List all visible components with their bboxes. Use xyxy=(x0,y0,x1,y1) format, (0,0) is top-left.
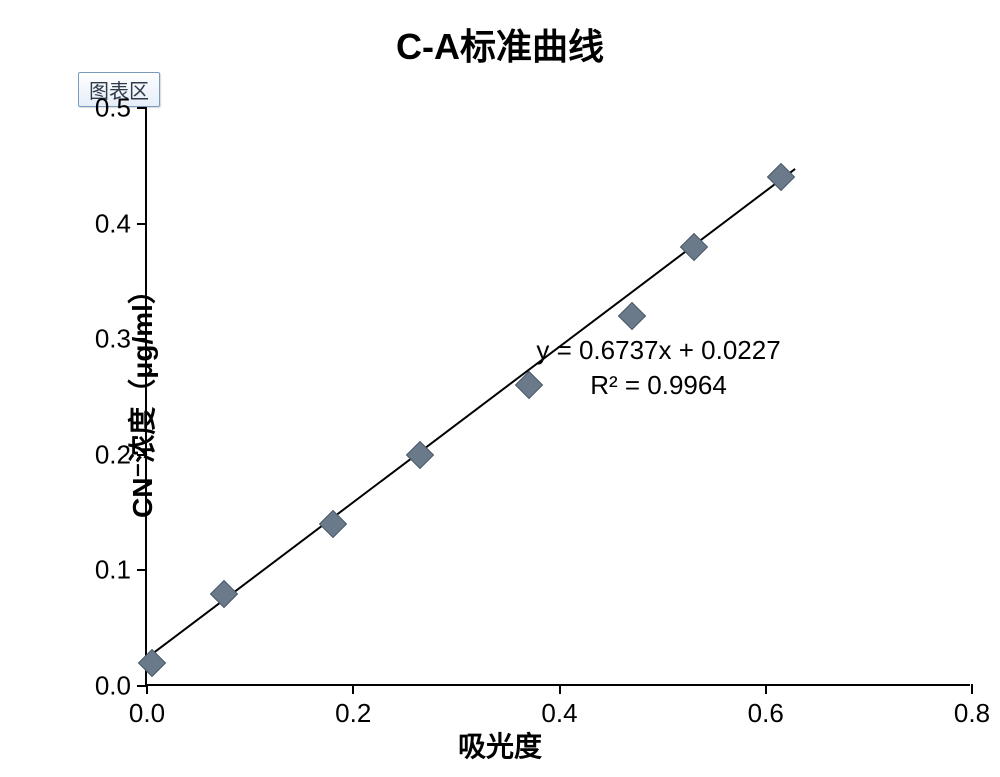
x-axis-label: 吸光度 xyxy=(458,725,542,765)
data-marker xyxy=(767,163,795,191)
chart-title: C-A标准曲线 xyxy=(0,18,1000,70)
y-tick-label: 0.1 xyxy=(95,555,147,586)
x-tick-label: 0.6 xyxy=(748,684,784,729)
r-squared-line: R² = 0.9964 xyxy=(536,368,780,403)
y-axis-label: CN⁻浓度（μg/ml） xyxy=(121,276,161,518)
data-marker xyxy=(618,302,646,330)
x-tick-label: 0.0 xyxy=(129,684,165,729)
data-marker xyxy=(406,441,434,469)
y-tick-label: 0.4 xyxy=(95,208,147,239)
x-tick-label: 0.2 xyxy=(335,684,371,729)
data-marker xyxy=(210,579,238,607)
equation-annotation: y = 0.6737x + 0.0227R² = 0.9964 xyxy=(536,333,780,403)
x-tick-label: 0.8 xyxy=(954,684,990,729)
equation-line: y = 0.6737x + 0.0227 xyxy=(536,333,780,368)
y-tick-label: 0.5 xyxy=(95,93,147,124)
plot-wrapper: 0.00.10.20.30.40.50.00.20.40.60.8y = 0.6… xyxy=(145,108,970,686)
x-tick-label: 0.4 xyxy=(541,684,577,729)
data-marker xyxy=(679,233,707,261)
chart-container: C-A标准曲线 图表区 0.00.10.20.30.40.50.00.20.40… xyxy=(0,0,1000,777)
plot-area: 0.00.10.20.30.40.50.00.20.40.60.8y = 0.6… xyxy=(145,108,970,686)
data-marker xyxy=(318,510,346,538)
